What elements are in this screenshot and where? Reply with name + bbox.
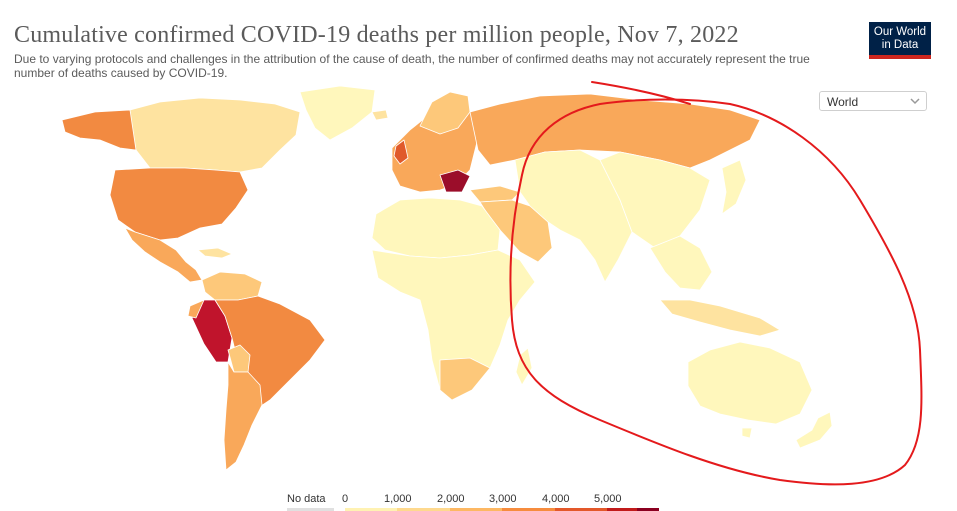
legend-no-data-label: No data (287, 493, 326, 505)
japan-region[interactable] (721, 159, 747, 215)
greenland-region[interactable] (299, 85, 376, 141)
region-select-value: World (827, 95, 859, 109)
northern-south-america-region[interactable] (201, 271, 263, 301)
legend-tick-1: 1,000 (384, 493, 412, 505)
legend-swatch-0 (345, 508, 397, 511)
legend-tick-3: 3,000 (489, 493, 517, 505)
legend-tick-0: 0 (342, 493, 349, 505)
ecuador-region[interactable] (187, 299, 205, 319)
balkans-region[interactable] (439, 169, 471, 193)
logo-line-1: Our World (873, 26, 927, 38)
southern-cone-region[interactable] (223, 361, 263, 471)
iceland-region[interactable] (371, 109, 389, 121)
legend-swatch-1 (397, 508, 450, 511)
legend-tick-2: 2,000 (437, 493, 465, 505)
alaska-region[interactable] (61, 109, 141, 151)
legend-no-data-swatch (287, 508, 334, 511)
central-south-asia-region[interactable] (514, 149, 633, 283)
sub-saharan-africa-region[interactable] (371, 249, 536, 401)
legend-swatch-3 (502, 508, 555, 511)
legend-tick-5: 5,000 (594, 493, 622, 505)
north-africa-region[interactable] (371, 197, 501, 259)
annotation-top-stroke (591, 81, 691, 105)
bolivia-region[interactable] (227, 344, 251, 373)
usa-region[interactable] (109, 167, 249, 241)
indonesia-region[interactable] (659, 299, 781, 337)
china-region[interactable] (599, 151, 711, 249)
color-legend: No data 0 1,000 2,000 3,000 4,000 5,000 (0, 491, 957, 511)
turkey-region[interactable] (469, 185, 521, 203)
scandinavia-region[interactable] (419, 91, 471, 135)
new-zealand-region[interactable] (795, 411, 833, 449)
legend-tick-4: 4,000 (542, 493, 570, 505)
annotation-circle (509, 98, 923, 486)
legend-swatch-2 (450, 508, 502, 511)
canada-region[interactable] (129, 97, 301, 173)
tasmania-region[interactable] (741, 427, 753, 439)
chart-subtitle: Due to varying protocols and challenges … (14, 52, 810, 80)
southeast-asia-region[interactable] (649, 235, 713, 291)
legend-swatch-6 (637, 508, 659, 511)
chart-title: Cumulative confirmed COVID-19 deaths per… (14, 22, 739, 48)
owid-logo[interactable]: Our World in Data (869, 22, 931, 59)
caribbean-region[interactable] (197, 247, 233, 259)
legend-swatch-4 (555, 508, 607, 511)
logo-line-2: in Data (881, 39, 919, 51)
uk-region[interactable] (393, 139, 409, 165)
legend-swatch-5 (607, 508, 637, 511)
southern-africa-region[interactable] (439, 357, 491, 401)
chevron-down-icon (910, 98, 920, 105)
region-select[interactable]: World (819, 91, 927, 111)
australia-region[interactable] (687, 341, 813, 425)
